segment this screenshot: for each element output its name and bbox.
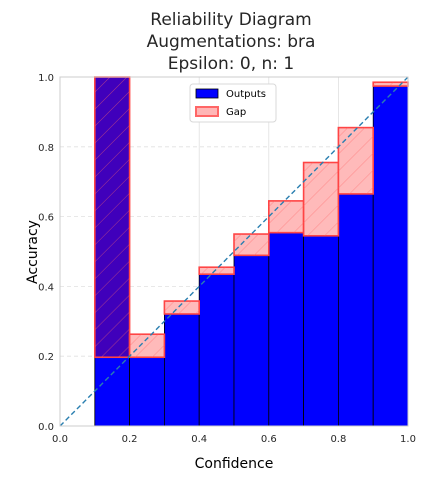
gap-hatch-7 xyxy=(303,162,339,236)
overlay xyxy=(59,76,409,427)
output-bar-4 xyxy=(198,273,235,427)
output-bar-3 xyxy=(163,313,200,427)
legend: Outputs Gap xyxy=(189,83,277,123)
x-tick-label: 1.0 xyxy=(400,434,416,445)
output-bar-5 xyxy=(233,254,270,427)
x-tick-label: 0.0 xyxy=(52,434,68,445)
gap-hatch-2 xyxy=(129,334,165,358)
gap-hatch-3 xyxy=(164,301,200,314)
x-axis-label: Confidence xyxy=(195,456,274,472)
y-tick-label: 0.6 xyxy=(38,213,54,224)
y-axis-label: Accuracy xyxy=(25,220,41,284)
output-bar-6 xyxy=(268,232,304,427)
output-bar-8 xyxy=(337,193,374,427)
legend-label-gap: Gap xyxy=(226,107,246,118)
gap-hatch-9 xyxy=(373,82,408,87)
legend-swatch-gap xyxy=(195,106,219,117)
x-tick-label: 0.2 xyxy=(122,434,138,445)
gap-hatch-4 xyxy=(199,267,234,275)
legend-label-outputs: Outputs xyxy=(226,89,266,100)
x-tick-label: 0.8 xyxy=(330,434,346,445)
output-bar-9 xyxy=(372,85,409,427)
y-tick-label: 0.0 xyxy=(38,422,54,433)
calibration-diagonal xyxy=(59,76,409,427)
y-tick-label: 0.8 xyxy=(38,143,54,154)
chart-title-line-2: Augmentations: bra xyxy=(147,32,316,52)
x-tick-label: 0.6 xyxy=(261,434,277,445)
ticks: 0.0 0.2 0.4 0.6 0.8 1.0 0.0 0.2 0.4 0.6 0.8 1.0 xyxy=(38,73,416,445)
gap-hatch-8 xyxy=(338,127,374,194)
gap-hatch-1 xyxy=(94,77,130,358)
y-tick-label: 0.4 xyxy=(38,282,54,293)
gap-hatch-5 xyxy=(234,234,269,256)
chart-title-line-3: Epsilon: 0, n: 1 xyxy=(168,54,295,74)
output-bar-2 xyxy=(129,356,165,427)
legend-swatch-outputs xyxy=(195,88,219,99)
y-tick-label: 0.2 xyxy=(38,352,54,363)
y-tick-label: 1.0 xyxy=(38,73,54,84)
chart-title-line-1: Reliability Diagram xyxy=(150,10,311,30)
output-bar-7 xyxy=(303,235,339,427)
gap-hatch-6 xyxy=(268,200,304,233)
axes-frame xyxy=(59,76,409,427)
x-tick-label: 0.4 xyxy=(191,434,207,445)
